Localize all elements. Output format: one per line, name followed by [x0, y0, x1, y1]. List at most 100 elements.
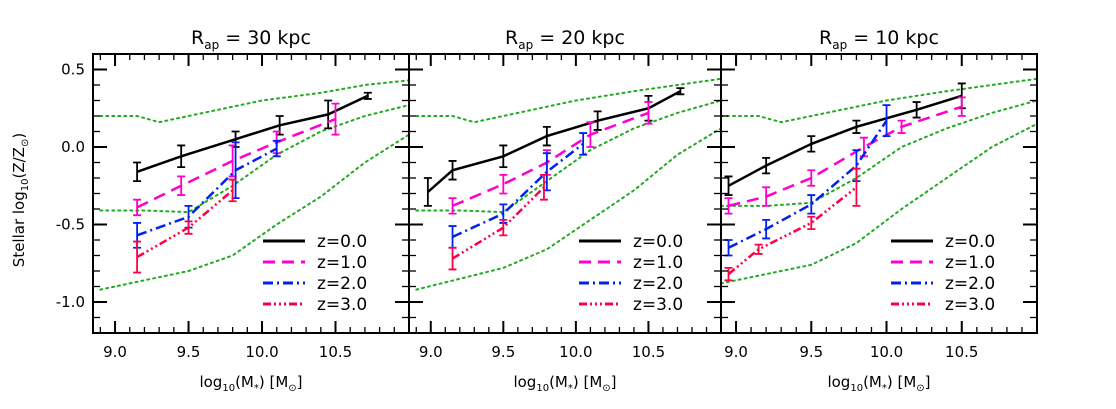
- legend-label: z=1.0: [945, 253, 995, 273]
- x-tick-label: 9.5: [491, 343, 515, 361]
- series-line-z3: [727, 186, 858, 276]
- series-line-z3: [136, 189, 234, 259]
- x-axis-title: log10(M*) [M⊙]: [513, 373, 616, 394]
- envelope-line-2: [415, 99, 721, 214]
- panels: Rap = 30 kpc 9.0 9.5 10.0 10.5 0.5 0.0 -0.5 -1.0…: [56, 27, 1038, 394]
- error-bar: [912, 101, 921, 119]
- error-bar: [762, 218, 771, 240]
- legend: z=0.0z=1.0z=2.0z=3.0: [891, 232, 995, 315]
- x-tick-label: 10.5: [945, 343, 978, 361]
- series-line-z3: [451, 186, 545, 260]
- legend: z=0.0z=1.0z=2.0z=3.0: [579, 232, 683, 315]
- error-bar: [807, 215, 816, 231]
- y-tick-label: 0.0: [61, 138, 85, 156]
- error-bar: [579, 132, 588, 156]
- legend-label: z=1.0: [633, 253, 683, 273]
- error-bar: [957, 96, 966, 117]
- envelope-line-1: [721, 77, 1037, 124]
- envelope-line-3: [415, 127, 721, 291]
- legend-label: z=0.0: [633, 232, 683, 252]
- x-tick-label: 10.5: [319, 343, 352, 361]
- error-bar: [539, 174, 548, 201]
- y-tick-label: -1.0: [56, 293, 85, 311]
- error-bar: [184, 220, 193, 235]
- series-line-z2: [451, 142, 584, 239]
- error-bar: [177, 144, 186, 169]
- error-bar: [593, 110, 602, 131]
- x-tick-label: 10.5: [632, 343, 665, 361]
- error-bar: [423, 177, 432, 207]
- error-bar: [133, 240, 142, 274]
- x-tick-label: 10.0: [245, 343, 278, 361]
- envelope-line-3: [721, 122, 1037, 285]
- x-axis-title: log10(M*) [M⊙]: [827, 373, 930, 394]
- error-bar: [272, 139, 281, 158]
- y-tick-label: -0.5: [56, 216, 85, 234]
- legend: z=0.0z=1.0z=2.0z=3.0: [263, 232, 367, 315]
- error-bar: [852, 167, 861, 207]
- error-bar: [448, 197, 457, 215]
- error-bar: [807, 194, 816, 215]
- error-bar: [807, 135, 816, 153]
- panel-1: Rap = 30 kpc 9.0 9.5 10.0 10.5 0.5 0.0 -0.5 -1.0…: [56, 27, 410, 394]
- error-bar: [644, 101, 653, 125]
- series-line-z1: [728, 105, 963, 208]
- error-bar: [724, 175, 733, 196]
- x-tick-label: 9.0: [419, 343, 443, 361]
- panel-title: Rap = 20 kpc: [505, 27, 625, 52]
- x-tick-label: 9.5: [799, 343, 823, 361]
- error-bar: [676, 87, 685, 96]
- x-tick-label: 9.0: [724, 343, 748, 361]
- x-tick-label: 10.0: [559, 343, 592, 361]
- error-bar: [499, 218, 508, 237]
- envelope-line-1: [415, 77, 721, 124]
- error-bar: [177, 175, 186, 196]
- error-bar: [724, 267, 733, 282]
- error-bar: [852, 119, 861, 134]
- error-bar: [448, 160, 457, 181]
- error-bar: [762, 156, 771, 175]
- envelope-line-1: [99, 79, 409, 124]
- legend-label: z=2.0: [633, 274, 683, 294]
- legend-label: z=1.0: [317, 253, 367, 273]
- x-tick-label: 9.5: [177, 343, 201, 361]
- error-bar: [897, 119, 906, 134]
- legend-label: z=3.0: [633, 295, 683, 315]
- panel-3: Rap = 10 kpc 9.0 9.5 10.0 10.5 log10(M*) [M⊙]…: [720, 27, 1038, 394]
- legend-label: z=0.0: [317, 232, 367, 252]
- panel-2: Rap = 20 kpc 9.0 9.5 10.0 10.5 log10(M*) [M⊙]…: [408, 27, 722, 394]
- error-bar: [882, 104, 891, 138]
- error-bar: [807, 169, 816, 187]
- error-bar: [363, 91, 372, 100]
- error-bar: [331, 102, 340, 136]
- error-bar: [542, 125, 551, 147]
- envelope-line-2: [721, 99, 1037, 207]
- error-bar: [754, 243, 763, 255]
- y-axis-title: Stellar log10(Z/Z⊙): [10, 133, 31, 267]
- error-bar: [133, 161, 142, 182]
- legend-label: z=2.0: [317, 274, 367, 294]
- error-bar: [499, 174, 508, 195]
- legend-label: z=0.0: [945, 232, 995, 252]
- panel-title: Rap = 30 kpc: [191, 27, 311, 52]
- envelope-line-2: [99, 104, 409, 214]
- error-bar: [724, 197, 733, 215]
- panel-title: Rap = 10 kpc: [819, 27, 939, 52]
- error-bar: [228, 178, 237, 203]
- envelope-line-3: [99, 133, 409, 291]
- legend-label: z=3.0: [317, 295, 367, 315]
- series-line-z0: [727, 94, 963, 187]
- error-bar: [762, 186, 771, 207]
- x-axis-title: log10(M*) [M⊙]: [199, 373, 302, 394]
- x-tick-label: 9.0: [103, 343, 127, 361]
- series-line-z2: [136, 147, 278, 237]
- error-bar: [324, 99, 333, 130]
- error-bar: [133, 198, 142, 217]
- y-tick-label: 0.5: [61, 61, 85, 79]
- error-bar: [586, 121, 595, 148]
- error-bar: [448, 246, 457, 271]
- svg-text:Stellar log10(Z/Z⊙): Stellar log10(Z/Z⊙): [10, 133, 31, 267]
- x-tick-label: 10.0: [870, 343, 903, 361]
- legend-label: z=3.0: [945, 295, 995, 315]
